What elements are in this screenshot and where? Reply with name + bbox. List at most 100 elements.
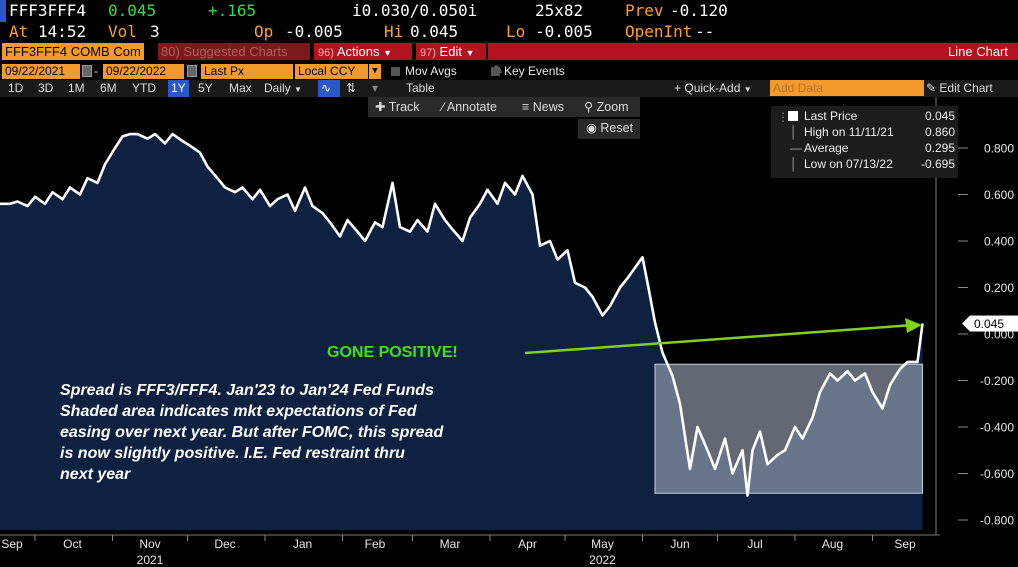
period-button-max[interactable]: Max <box>229 81 252 95</box>
end-date-input[interactable]: 09/22/2022 <box>103 64 184 79</box>
news-button[interactable]: ≡ News <box>522 97 564 117</box>
start-date-input[interactable]: 09/22/2021 <box>2 64 80 79</box>
highlight-box-layer <box>654 363 923 494</box>
x-tick-label: May <box>591 537 614 551</box>
open-value: -0.005 <box>285 22 343 41</box>
calendar-icon[interactable] <box>187 65 197 77</box>
annotate-label: Annotate <box>446 100 497 114</box>
chart-type-title: Line Chart <box>488 43 1018 60</box>
key-events-checkbox[interactable] <box>491 67 500 76</box>
annotate-button[interactable]: ∕ Annotate <box>442 97 497 117</box>
reset-label: Reset <box>600 121 634 135</box>
edit-chart-button[interactable]: ✎ Edit Chart <box>926 80 993 97</box>
edit-number: 97 <box>420 47 433 59</box>
legend-low-value: -0.695 <box>920 157 955 171</box>
period-button-1m[interactable]: 1M <box>68 81 85 95</box>
y-tick-label: -0.800 <box>980 514 1014 528</box>
track-button[interactable]: ✚ Track <box>375 97 420 117</box>
add-data-input[interactable]: Add Data <box>770 80 924 96</box>
annotate-icon: ∕ <box>442 100 445 114</box>
frequency-select[interactable]: Daily ▼ <box>264 80 302 97</box>
y-tick-label: 0.400 <box>984 235 1014 249</box>
reset-icon: ◉ <box>586 121 597 135</box>
x-tick-label: Dec <box>214 537 235 551</box>
security-field[interactable]: FFF3FFF4 COMB Com <box>2 43 144 60</box>
y-tick-label: -0.400 <box>980 421 1014 435</box>
actions-number: 96 <box>318 47 331 59</box>
low-label: Lo <box>506 22 526 41</box>
x-tick-label: Feb <box>365 537 386 551</box>
last-value-label: 0.045 <box>974 317 1004 331</box>
last-price: 0.045 <box>108 1 157 20</box>
legend-row-average: — Average 0.295 <box>771 140 958 156</box>
x-tick-label: Jun <box>670 537 689 551</box>
period-button-1d[interactable]: 1D <box>8 81 24 95</box>
currency-dropdown-icon[interactable]: ▼ <box>369 64 381 79</box>
prev-label: Prev <box>625 1 664 20</box>
plus-icon: + <box>674 81 682 95</box>
legend-last-value: 0.045 <box>924 109 955 123</box>
x-tick-label: Apr <box>518 537 537 551</box>
suggested-charts-label: Suggested Charts <box>183 44 288 59</box>
time-label: At <box>9 22 29 41</box>
legend-low-label: Low on 07/13/22 <box>804 157 893 171</box>
period-button-ytd[interactable]: YTD <box>132 81 156 95</box>
legend-row-last[interactable]: ⋮ Last Price 0.045 <box>771 108 958 124</box>
price-chart[interactable]: 0.8000.6000.4000.2000.000-0.200-0.400-0.… <box>0 97 1018 567</box>
highlight-box <box>654 363 923 494</box>
arrow-shaft <box>524 323 915 355</box>
gone-positive-annotation: GONE POSITIVE! <box>327 344 458 361</box>
x-tick-label: Jul <box>747 537 762 551</box>
price-line <box>0 132 924 497</box>
commentary-annotation: Spread is FFF3/FFF4. Jan'23 to Jan'24 Fe… <box>60 382 444 483</box>
legend-row-low: │ Low on 07/13/22 -0.695 <box>771 156 958 172</box>
open-label: Op <box>254 22 274 41</box>
legend-average-label: Average <box>804 141 849 155</box>
field-select[interactable]: Last Px <box>201 64 293 79</box>
reset-button[interactable]: ◉ Reset <box>578 119 640 139</box>
line-chart-icon[interactable]: ∿ <box>318 80 340 97</box>
news-icon: ≡ <box>522 100 530 114</box>
y-tick-label: 0.600 <box>984 188 1014 202</box>
period-button-1y[interactable]: 1Y <box>168 80 189 97</box>
time-value: 14:52 <box>38 22 87 41</box>
y-tick-label: -0.600 <box>980 467 1014 481</box>
prev-value: -0.120 <box>670 1 728 20</box>
actions-label: Actions <box>336 44 380 59</box>
quick-add-button[interactable]: + Quick-Add ▼ <box>674 80 752 97</box>
period-toolbar <box>0 80 1018 97</box>
openint-label: OpenInt <box>625 22 693 41</box>
quick-add-label: Quick-Add <box>684 81 741 95</box>
year-label: 2022 <box>589 553 616 567</box>
period-button-6m[interactable]: 6M <box>100 81 117 95</box>
suggested-charts-button[interactable]: 80) Suggested Charts <box>158 43 310 60</box>
zoom-label: Zoom <box>596 100 629 114</box>
bid-ask-size: 25x82 <box>535 1 584 20</box>
period-button-3d[interactable]: 3D <box>38 81 54 95</box>
x-tick-label: Aug <box>822 537 843 551</box>
currency-select[interactable]: Local CCY <box>295 64 368 79</box>
low-marker-icon: │ <box>790 157 798 171</box>
chart-tools-bar <box>368 97 640 117</box>
mov-avgs-checkbox[interactable] <box>391 67 400 76</box>
last-value-flag <box>970 315 1018 332</box>
key-events-label: Key Events <box>504 64 565 78</box>
high-label: Hi <box>384 22 404 41</box>
vol-value: 3 <box>150 22 160 41</box>
period-button-5y[interactable]: 5Y <box>198 81 213 95</box>
caret-down-icon: ▼ <box>294 85 302 94</box>
suggested-charts-number: 80 <box>161 44 176 59</box>
table-button[interactable]: Table <box>406 81 435 95</box>
actions-menu[interactable]: 96) Actions ▼ <box>314 43 412 60</box>
sort-icon[interactable]: ⇅ <box>346 81 357 95</box>
legend-high-value: 0.860 <box>924 125 955 139</box>
drag-handle-icon[interactable]: ⋮ <box>777 110 789 124</box>
zoom-button[interactable]: ⚲ Zoom <box>584 97 629 117</box>
line-layer <box>0 132 924 497</box>
series-area <box>0 134 923 530</box>
calendar-icon[interactable] <box>82 65 92 77</box>
edit-chart-label: Edit Chart <box>939 81 993 95</box>
edit-menu[interactable]: 97) Edit ▼ <box>416 43 486 60</box>
edit-label: Edit <box>439 44 462 59</box>
edit-chart-icon: ✎ <box>926 81 937 95</box>
